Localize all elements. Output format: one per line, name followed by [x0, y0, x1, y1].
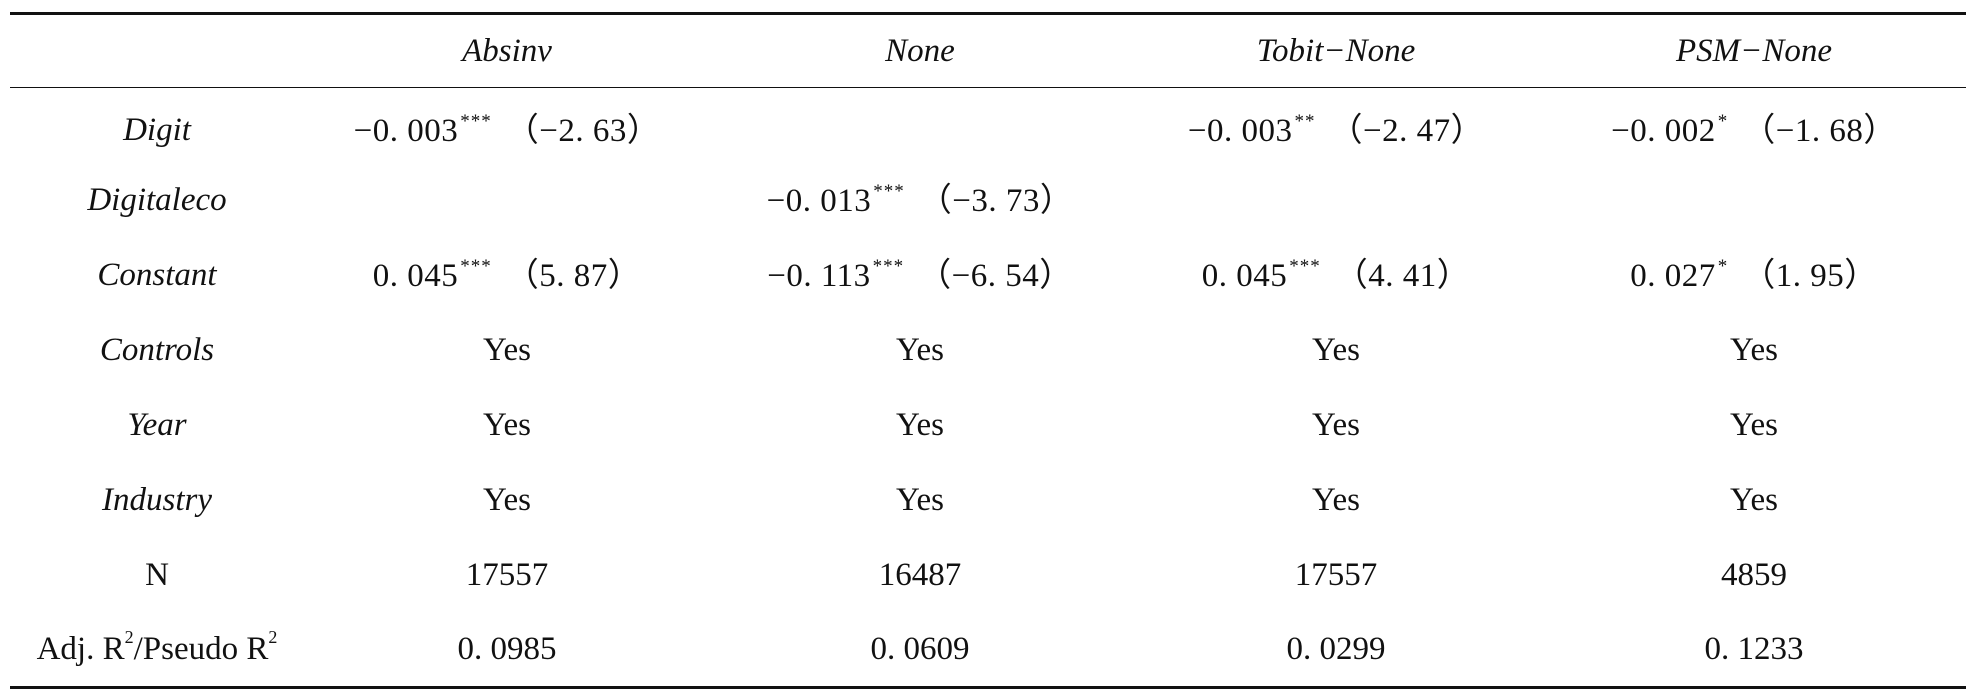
coefficient: −0. 013 — [766, 183, 872, 219]
cell-constant-tobit-none: 0. 045 *** （4. 41） — [1130, 238, 1542, 313]
regression-results-table: Absinv None Tobit−None PSM−None Digit −0… — [10, 12, 1966, 689]
row-label-year: Year — [127, 406, 187, 443]
significance-stars: *** — [873, 181, 905, 202]
significance-stars: ** — [1294, 111, 1316, 133]
row-label-industry: Industry — [102, 481, 212, 518]
t-statistic: （−3. 73） — [918, 183, 1074, 219]
table-row-digitaleco: Digitaleco −0. 013 *** （−3. 73） — [10, 163, 1966, 238]
cell-constant-psm-none: 0. 027 * （1. 95） — [1542, 238, 1966, 313]
table-cell: 4859 — [1721, 556, 1787, 593]
row-label-constant: Constant — [97, 256, 217, 293]
t-statistic: （−6. 54） — [918, 258, 1073, 294]
table-cell: 0. 0609 — [710, 612, 1130, 689]
table-row-controls: Controls Yes Yes Yes Yes — [10, 313, 1966, 388]
table-row-r-squared: Adj. R2/Pseudo R2 0. 0985 0. 0609 0. 029… — [10, 612, 1966, 689]
coefficient: 0. 027 — [1630, 258, 1716, 294]
significance-stars: * — [1717, 111, 1729, 133]
column-header-absinv: Absinv — [304, 12, 710, 88]
label-text: Adj. R — [36, 630, 125, 667]
cell-digit-tobit-none: −0. 003 ** （−2. 47） — [1130, 88, 1542, 163]
t-statistic: （4. 41） — [1334, 258, 1471, 294]
coefficient: −0. 003 — [1187, 113, 1293, 150]
table-cell: 0. 0985 — [304, 612, 710, 689]
table-cell: Yes — [1311, 331, 1361, 368]
table-cell: 0. 0299 — [1130, 612, 1542, 689]
significance-stars: *** — [1289, 256, 1321, 277]
table-cell: 17557 — [1294, 556, 1378, 593]
header-corner-cell — [10, 12, 304, 88]
column-header-none: None — [710, 12, 1130, 88]
table-cell: Yes — [1311, 481, 1361, 518]
significance-stars: *** — [460, 256, 492, 277]
cell-constant-absinv: 0. 045 *** （5. 87） — [304, 238, 710, 313]
table-row-digit: Digit −0. 003 *** （−2. 63） −0. 003 ** （−2. 4… — [10, 88, 1966, 163]
row-label-n: N — [145, 556, 169, 593]
superscript: 2 — [268, 626, 278, 647]
superscript: 2 — [124, 626, 134, 647]
table-cell: Yes — [1311, 406, 1361, 443]
coefficient: −0. 002 — [1611, 113, 1716, 150]
column-header-psm-none: PSM−None — [1542, 12, 1966, 88]
significance-stars: *** — [460, 111, 492, 133]
table-row-n: N 17557 16487 17557 4859 — [10, 538, 1966, 613]
coefficient: 0. 045 — [1201, 258, 1288, 294]
cell-digitaleco-absinv — [304, 163, 710, 238]
table-cell: 17557 — [465, 556, 549, 593]
cell-digit-absinv: −0. 003 *** （−2. 63） — [304, 88, 710, 163]
table-cell: Yes — [1729, 481, 1779, 518]
table-row-year: Year Yes Yes Yes Yes — [10, 388, 1966, 463]
row-label-digit: Digit — [123, 111, 191, 148]
cell-digit-psm-none: −0. 002 * （−1. 68） — [1542, 88, 1966, 163]
table-cell: Yes — [895, 481, 945, 518]
table-cell: 0. 1233 — [1542, 612, 1966, 689]
t-statistic: （1. 95） — [1742, 258, 1878, 294]
row-label-r-squared: Adj. R2/Pseudo R2 — [10, 612, 304, 689]
label-text: /Pseudo R — [133, 630, 269, 667]
table-cell: Yes — [1729, 331, 1779, 368]
cell-digit-none — [710, 88, 1130, 163]
table-cell: 16487 — [878, 556, 962, 593]
t-statistic: （−1. 68） — [1742, 113, 1897, 150]
t-statistic: （5. 87） — [505, 258, 642, 294]
table-row-constant: Constant 0. 045 *** （5. 87） −0. 113 *** （−6.… — [10, 238, 1966, 313]
coefficient: 0. 045 — [372, 258, 459, 294]
column-header-tobit-none: Tobit−None — [1130, 12, 1542, 88]
cell-digitaleco-psm-none — [1542, 163, 1966, 238]
row-label-digitaleco: Digitaleco — [87, 181, 227, 218]
coefficient: −0. 003 — [353, 113, 459, 150]
significance-stars: * — [1717, 256, 1729, 277]
table-cell: Yes — [1729, 406, 1779, 443]
row-label-controls: Controls — [99, 331, 215, 368]
table-cell: Yes — [482, 406, 532, 443]
t-statistic: （−2. 47） — [1329, 113, 1485, 150]
table-cell: Yes — [482, 481, 532, 518]
coefficient: −0. 113 — [767, 258, 871, 294]
table-cell: Yes — [895, 406, 945, 443]
significance-stars: *** — [872, 256, 905, 277]
table-cell: Yes — [482, 331, 532, 368]
cell-digitaleco-none: −0. 013 *** （−3. 73） — [710, 163, 1130, 238]
table-cell: Yes — [895, 331, 945, 368]
cell-constant-none: −0. 113 *** （−6. 54） — [710, 238, 1130, 313]
cell-digitaleco-tobit-none — [1130, 163, 1542, 238]
table-header-row: Absinv None Tobit−None PSM−None — [10, 12, 1966, 88]
t-statistic: （−2. 63） — [505, 113, 661, 150]
table-row-industry: Industry Yes Yes Yes Yes — [10, 463, 1966, 538]
